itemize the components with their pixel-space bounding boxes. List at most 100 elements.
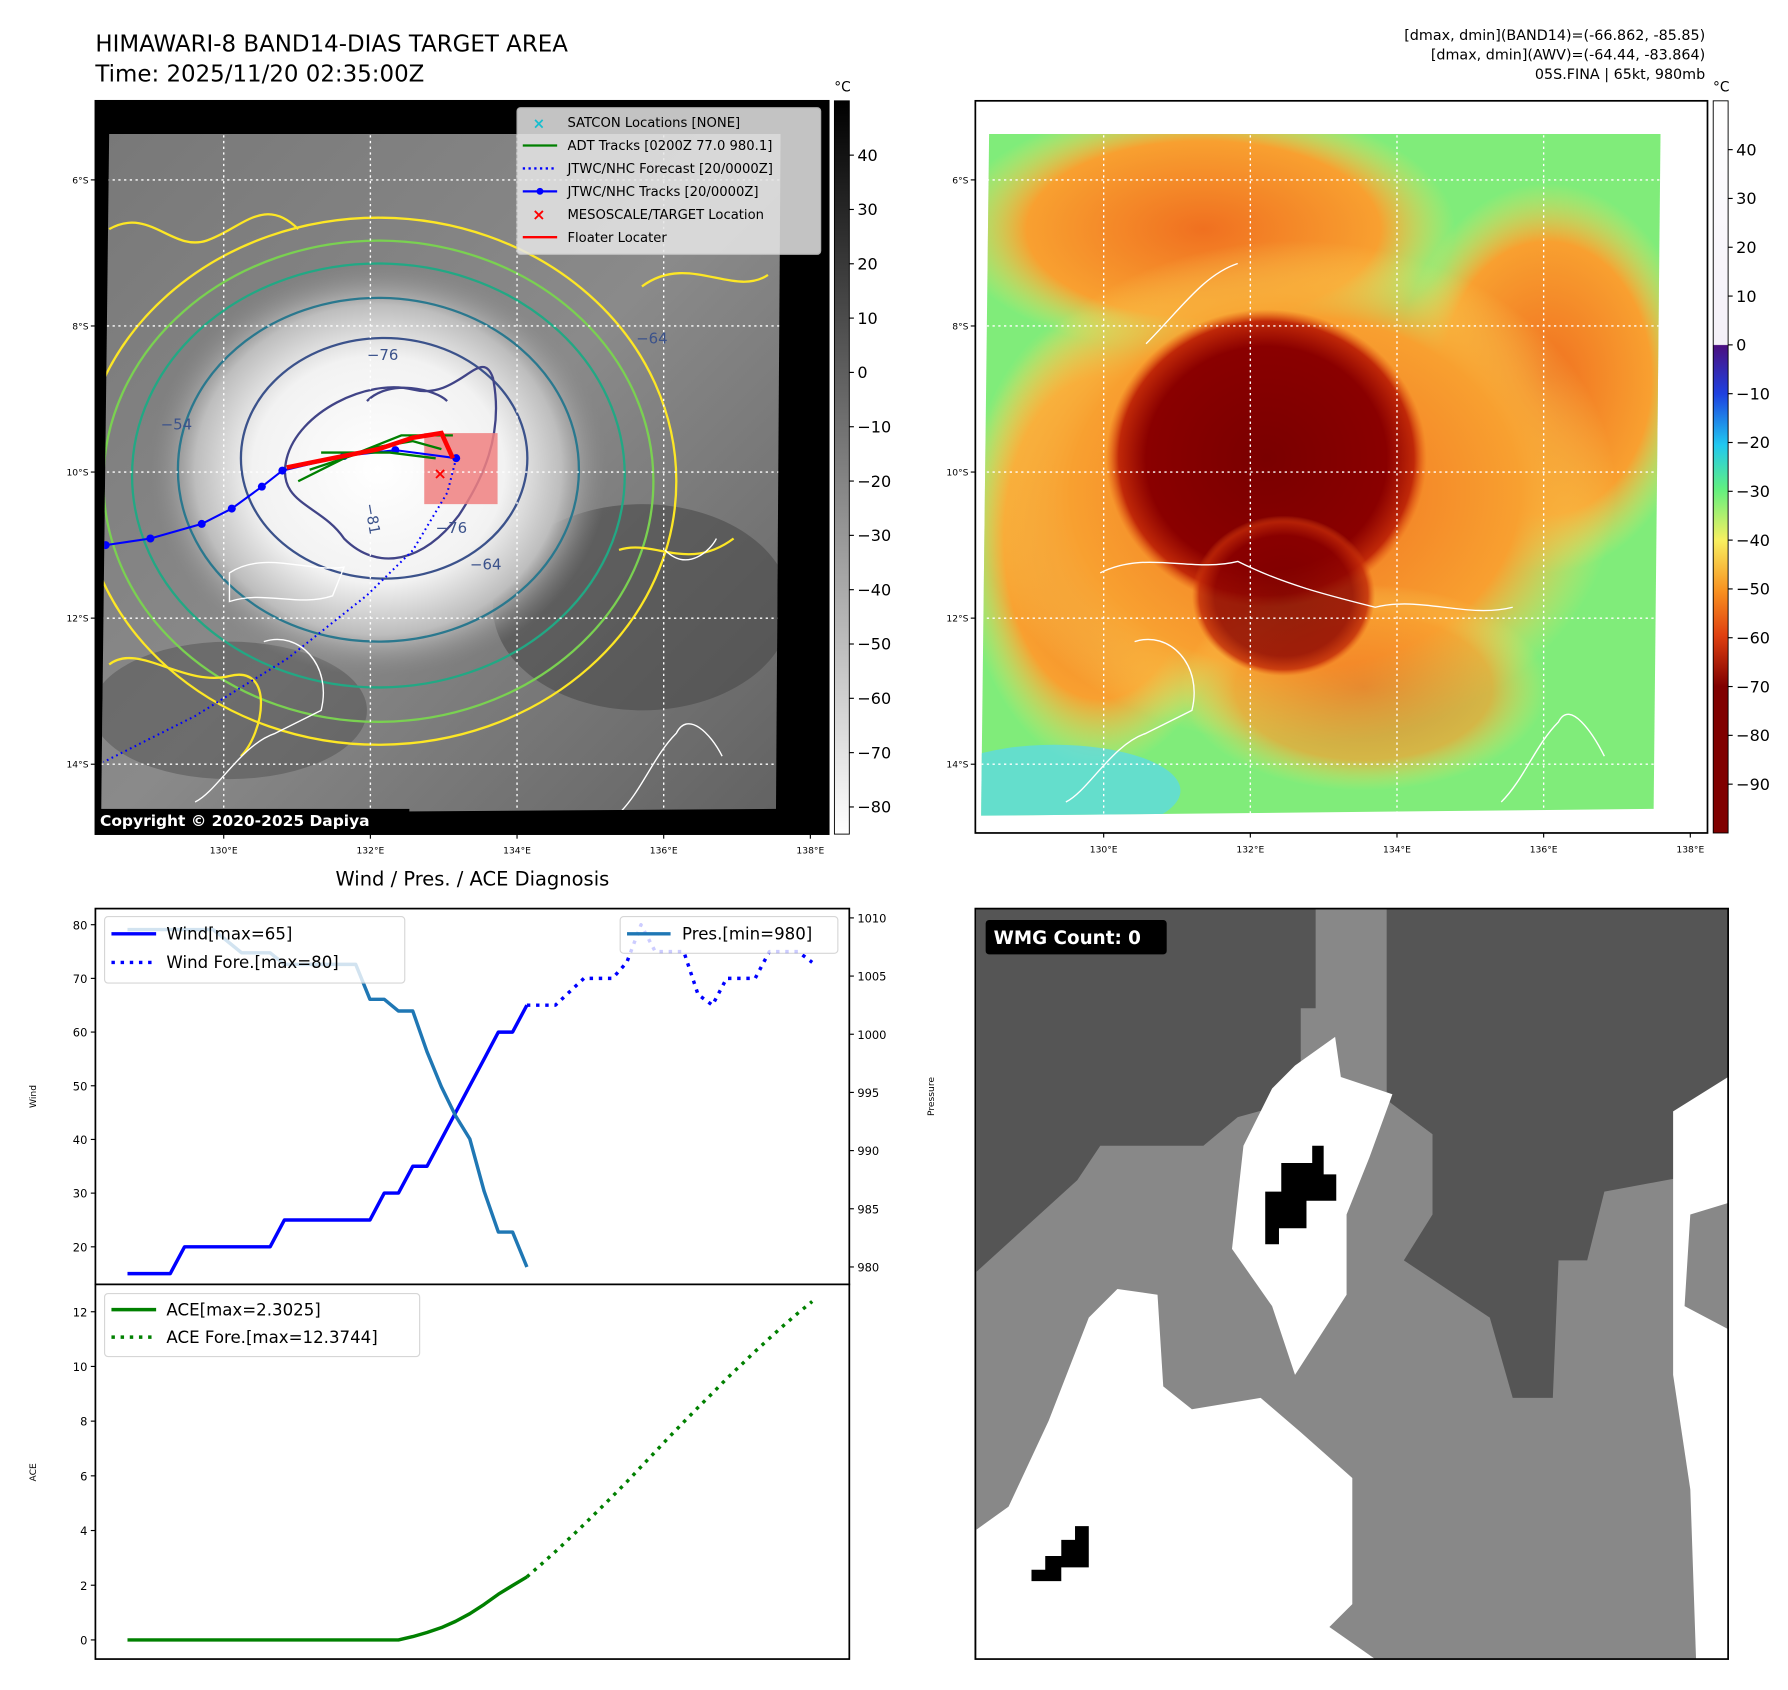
series-wind — [127, 1004, 529, 1276]
lat-label: 10°S — [66, 467, 88, 478]
axis-tick-label: 1005 — [857, 970, 886, 984]
colorbar-tick-label: −50 — [857, 635, 891, 654]
ir-legend: × SATCON Locations [NONE] ADT Tracks [0200… — [516, 107, 822, 255]
axis-tick-label: 8 — [80, 1415, 87, 1429]
colorbar-tick-label: 30 — [857, 200, 877, 219]
lat-label: 14°S — [946, 760, 968, 771]
lon-label: 136°E — [1530, 844, 1558, 855]
wmg-dark-region — [976, 908, 1316, 1272]
ir-colorbar — [833, 100, 850, 835]
series-ace — [127, 1575, 528, 1642]
colorbar-tick-label: −60 — [1736, 628, 1770, 647]
lon-label: 134°E — [1383, 844, 1411, 855]
axis-tick-label: 10 — [73, 1360, 88, 1374]
lat-label: 10°S — [946, 467, 968, 478]
legend-label: Floater Locater — [567, 231, 667, 246]
pressure-legend: Pres.[min=980] — [619, 916, 839, 954]
satcon-marker-icon: × — [533, 114, 545, 132]
axis-tick-label: 0 — [80, 1634, 87, 1648]
axis-tick-label: 80 — [73, 918, 88, 932]
axis-tick-label: 980 — [857, 1261, 879, 1275]
series-ace-fore — [525, 1300, 814, 1579]
stat-awv: [dmax, dmin](AWV)=(-64.44, -83.864) — [1431, 48, 1705, 64]
colorbar-tick-label: −20 — [1736, 433, 1770, 452]
lat-label: 12°S — [946, 614, 968, 625]
legend-pressure: Pres.[min=980] — [682, 925, 812, 944]
figure-time: Time: 2025/11/20 02:35:00Z — [94, 61, 424, 87]
jtwc-track-point — [146, 534, 155, 543]
axis-tick-label: 6 — [80, 1469, 87, 1483]
wmg-panel: WMG Count: 0 — [974, 907, 1729, 1660]
axis-tick-label: 4 — [80, 1524, 87, 1538]
axis-tick-label: 60 — [73, 1026, 88, 1040]
awv-cold-core — [1105, 309, 1427, 608]
axis-tick-label: 20 — [73, 1240, 88, 1254]
axis-tick-label: 50 — [73, 1079, 88, 1093]
lon-label: 138°E — [1676, 844, 1704, 855]
colorbar-tick-label: −70 — [857, 743, 891, 762]
target-marker-icon: × — [532, 205, 545, 224]
lat-label: 14°S — [66, 760, 88, 771]
copyright-text: Copyright © 2020-2025 Dapiya — [100, 812, 370, 830]
ace-axis-label: ACE — [28, 1463, 39, 1481]
ace-chart: 12 10 8 6 4 2 0 ACE ACE[max=2.3025] ACE Fore.[… — [28, 1283, 851, 1660]
wmg-dark-region — [1386, 908, 1729, 1398]
colorbar-tick-label: 10 — [857, 309, 877, 328]
contour-label: −76 — [367, 346, 398, 364]
lat-label: 6°S — [952, 175, 968, 186]
target-area-box — [424, 433, 498, 505]
colorbar-tick-label: −80 — [1736, 726, 1770, 745]
jtwc-track-point — [278, 466, 287, 475]
axis-tick-label: 1000 — [857, 1028, 886, 1042]
diagnosis-title: Wind / Pres. / ACE Diagnosis — [335, 868, 609, 891]
contour-label: −64 — [636, 330, 667, 348]
awv-colorbar — [1712, 100, 1729, 834]
contour-label: −64 — [470, 555, 501, 573]
axis-tick-label: 990 — [857, 1144, 879, 1158]
wmg-white-region — [1673, 1077, 1729, 1660]
colorbar-tick-label: −40 — [1736, 531, 1770, 550]
axis-tick-label: 40 — [73, 1133, 88, 1147]
axis-tick-label: 995 — [857, 1086, 879, 1100]
stat-band14: [dmax, dmin](BAND14)=(-66.862, -85.85) — [1404, 28, 1705, 44]
lon-label: 130°E — [1090, 844, 1118, 855]
wind-axis-label: Wind — [28, 1085, 39, 1108]
lon-label: 130°E — [210, 846, 238, 857]
legend-wind-forecast: Wind Fore.[max=80] — [166, 953, 338, 972]
lon-label: 136°E — [650, 846, 678, 857]
figure-title: HIMAWARI-8 BAND14-DIAS TARGET AREA — [95, 32, 568, 58]
lat-label: 8°S — [72, 321, 88, 332]
colorbar-tick-label: −30 — [1736, 482, 1770, 501]
legend-wind: Wind[max=65] — [166, 925, 292, 944]
legend-label: SATCON Locations [NONE] — [567, 116, 740, 131]
colorbar-tick-label: −80 — [857, 798, 891, 817]
wmg-count-label: WMG Count: 0 — [994, 928, 1141, 949]
jtwc-forecast-track — [103, 457, 458, 763]
colorbar-tick-label: −30 — [857, 526, 891, 545]
contour-label: −54 — [161, 416, 192, 434]
jtwc-track-point — [257, 482, 266, 491]
pressure-axis-label: Pressure — [926, 1077, 937, 1116]
storm-cloud-shield — [149, 263, 608, 676]
lon-label: 138°E — [796, 846, 824, 857]
awv-map-panel: 6°S 8°S 10°S 12°S 14°S 130°E 132°E 134°E 136°E 1… — [946, 80, 1770, 856]
axis-tick-label: 12 — [73, 1305, 88, 1319]
legend-ace: ACE[max=2.3025] — [166, 1300, 320, 1319]
axis-tick-label: 985 — [857, 1202, 879, 1216]
wmg-count-badge — [985, 920, 1167, 955]
awv-colorbar-unit: °C — [1713, 80, 1729, 96]
colorbar-tick-label: −10 — [1736, 384, 1770, 403]
colorbar-tick-label: −50 — [1736, 580, 1770, 599]
contour-label: −81 — [361, 502, 384, 536]
lat-label: 6°S — [72, 175, 88, 186]
colorbar-tick-label: −60 — [857, 689, 891, 708]
colorbar-tick-label: −10 — [857, 417, 891, 436]
axis-tick-label: 30 — [73, 1187, 88, 1201]
legend-ace-forecast: ACE Fore.[max=12.3744] — [166, 1328, 377, 1347]
colorbar-tick-label: −90 — [1736, 775, 1770, 794]
colorbar-tick-label: 20 — [857, 255, 877, 274]
colorbar-tick-label: −20 — [857, 472, 891, 491]
colorbar-tick-label: 10 — [1736, 287, 1756, 306]
colorbar-tick-label: −40 — [857, 580, 891, 599]
